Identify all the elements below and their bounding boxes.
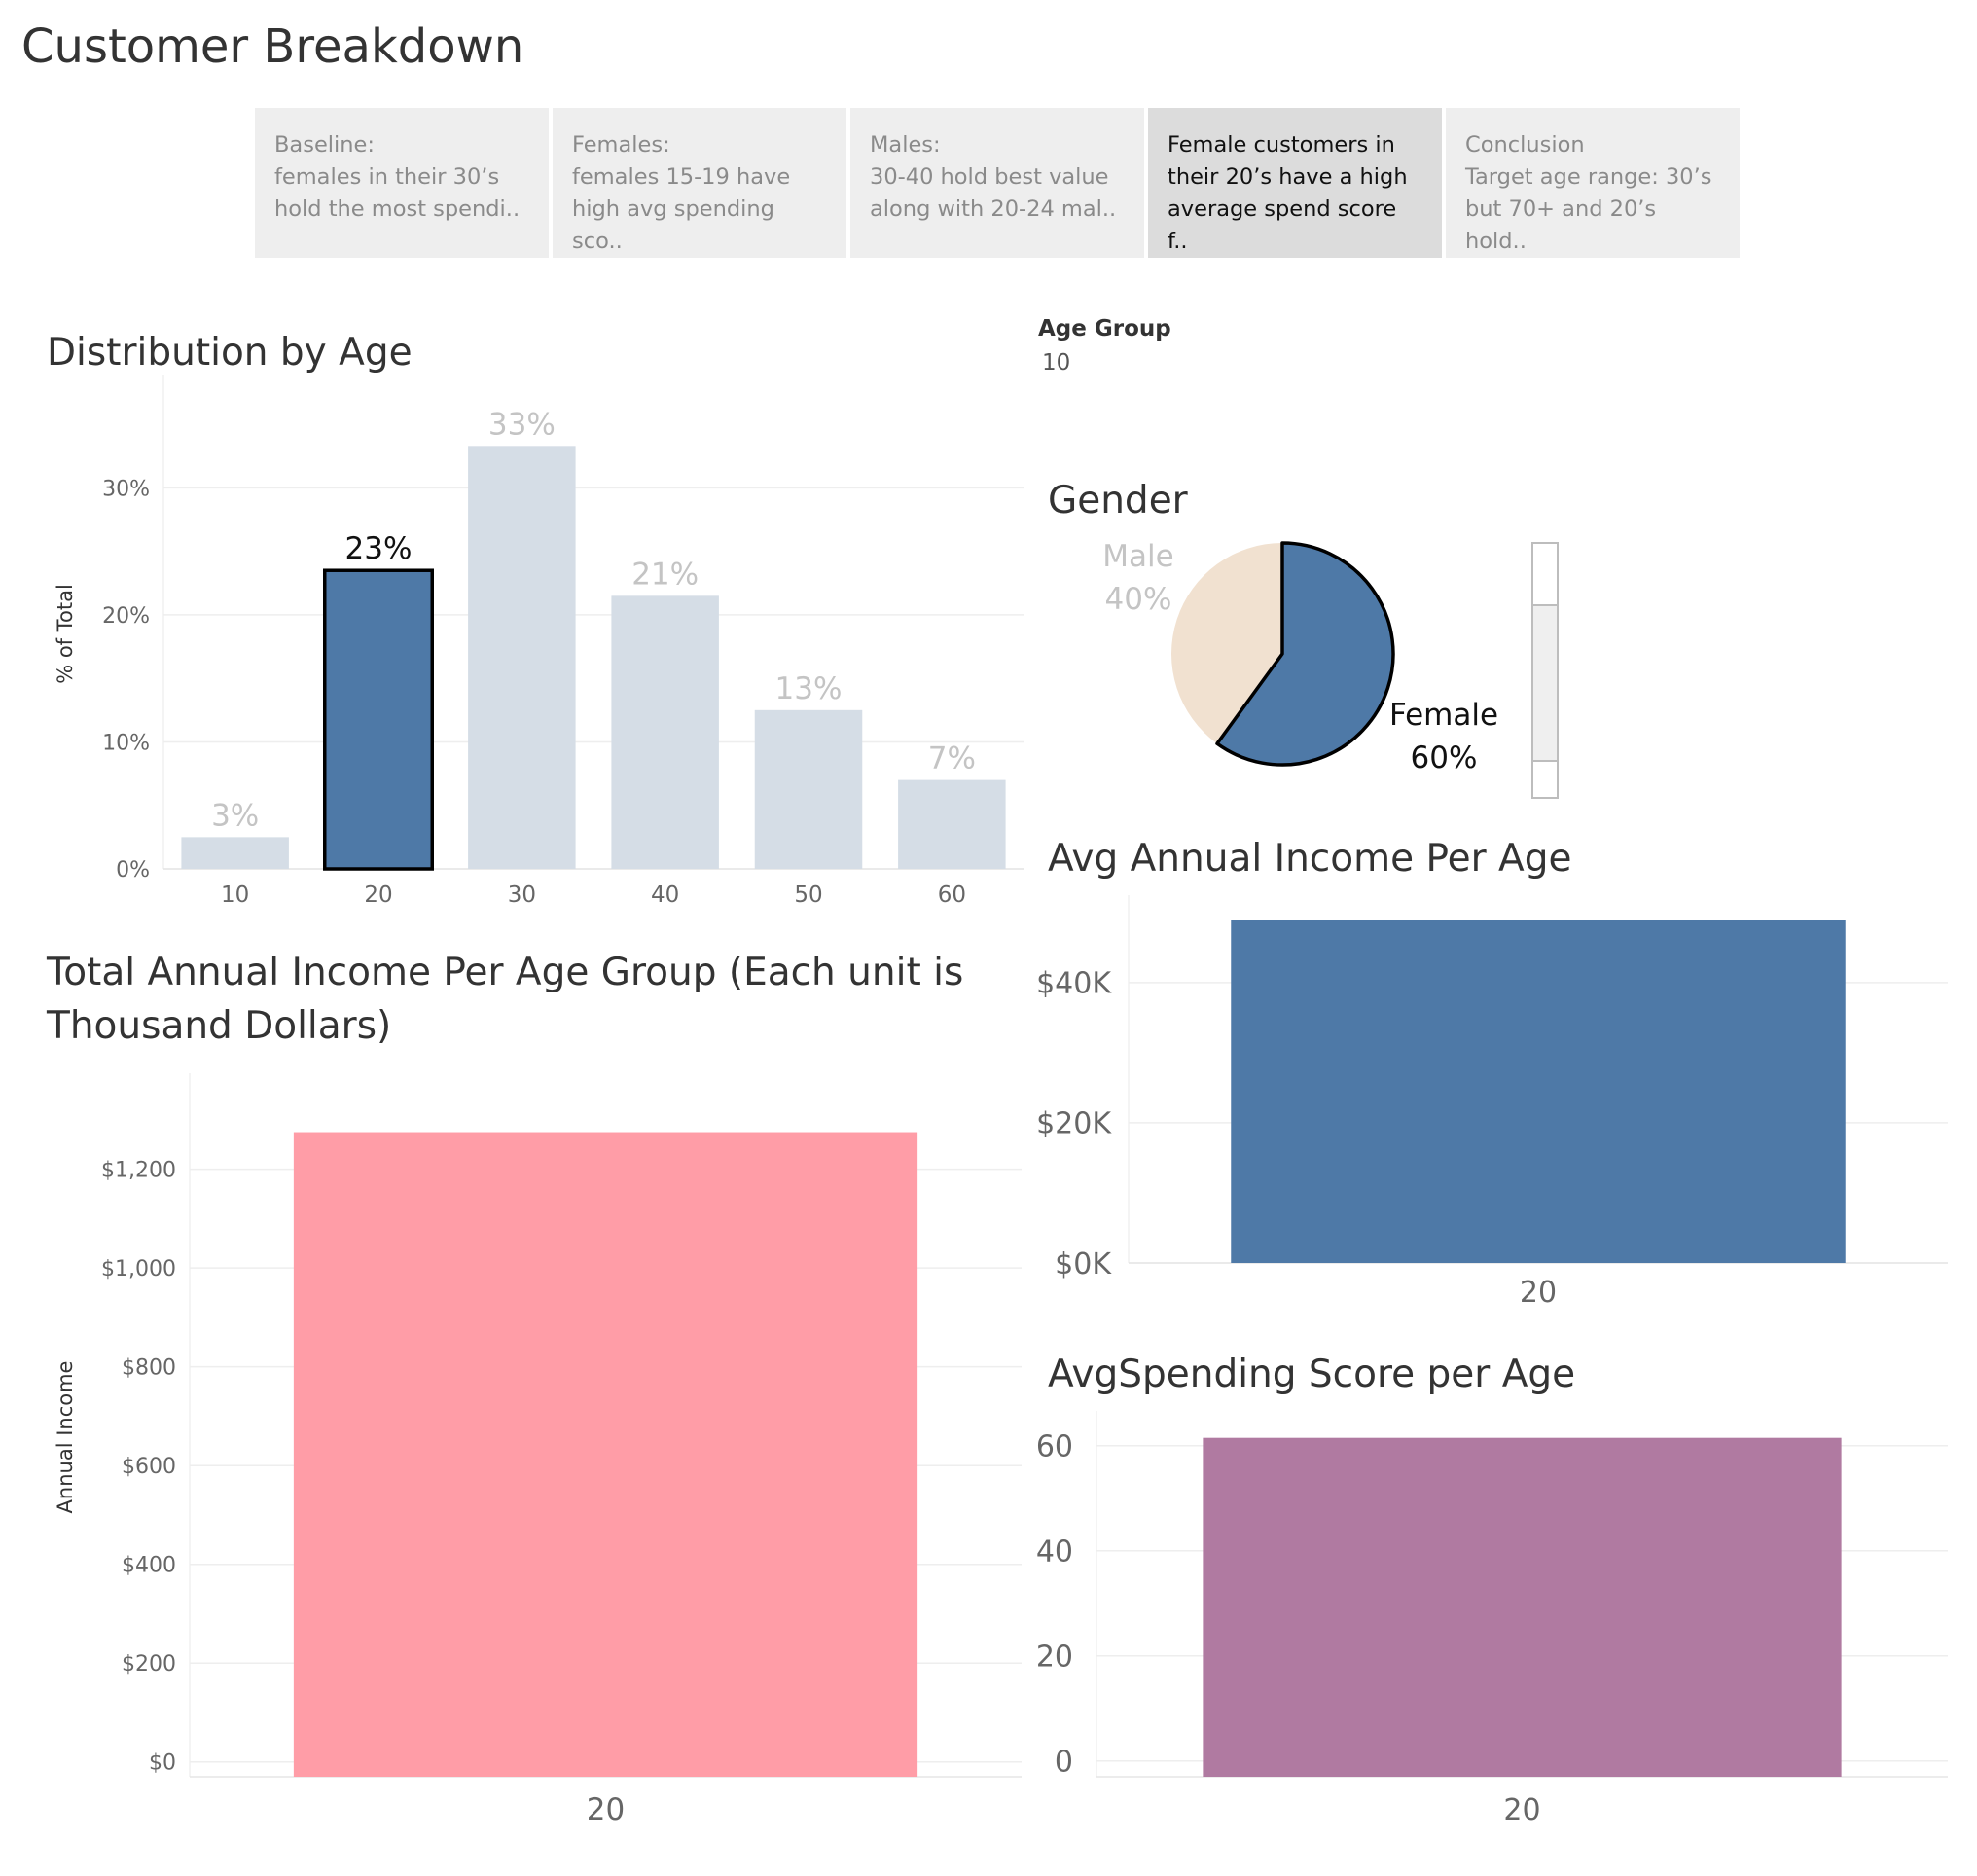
pie-label-male-value: 40% xyxy=(1105,582,1172,617)
distribution-chart: 0% 10% 20% 30% 3% 10 23% 20 33% 30 21% 40 13% 50 7% 60%… xyxy=(54,375,1024,908)
age-group-filter-value[interactable]: 10 xyxy=(1042,350,1071,376)
pie-slice-female[interactable] xyxy=(1215,541,1395,767)
pie-label-male-name: Male xyxy=(1102,539,1173,574)
x-tick-label-10: 10 xyxy=(221,883,249,908)
y-tick-label: $20K xyxy=(1036,1107,1112,1141)
data-label-30: 33% xyxy=(488,407,556,442)
y-tick-label: $40K xyxy=(1036,967,1112,1001)
y-tick-label: $1,200 xyxy=(101,1159,176,1183)
legend-scrollbar[interactable] xyxy=(1531,542,1559,799)
y-tick-label: 20% xyxy=(102,604,150,629)
x-tick-label-60: 60 xyxy=(938,883,966,908)
x-tick-label-40: 40 xyxy=(651,883,679,908)
pie-slice-male[interactable] xyxy=(1171,543,1282,744)
story-point-baseline[interactable]: Baseline: females in their 30’s hold the… xyxy=(255,108,549,258)
y-tick-label: 0 xyxy=(1055,1746,1073,1780)
pie-label-female-value: 60% xyxy=(1411,740,1478,776)
total-income-chart: $0 $200 $400 $600 $800 $1,000 $1,200 20 Annual I… xyxy=(54,1073,1022,1827)
bar-10[interactable] xyxy=(181,837,289,869)
y-axis-title: Annual Income xyxy=(54,1361,77,1514)
data-label-10: 3% xyxy=(211,798,259,833)
data-label-20: 23% xyxy=(345,531,413,566)
bar-50[interactable] xyxy=(754,709,863,869)
x-tick-label-20: 20 xyxy=(587,1792,625,1827)
y-tick-label: $400 xyxy=(122,1554,176,1578)
y-tick-label: 10% xyxy=(102,731,150,755)
y-tick-label: $800 xyxy=(122,1356,176,1381)
y-tick-label: 20 xyxy=(1036,1641,1073,1675)
gender-pie-chart: Male 40% Female 60% xyxy=(1102,539,1498,776)
gender-title: Gender xyxy=(1048,479,1188,523)
bar-20[interactable] xyxy=(1203,1437,1842,1777)
x-tick-label-50: 50 xyxy=(794,883,822,908)
legend-scroll-thumb[interactable] xyxy=(1533,604,1557,762)
y-tick-label: 60 xyxy=(1036,1430,1073,1464)
age-group-filter-label: Age Group xyxy=(1038,316,1171,342)
x-tick-label-20: 20 xyxy=(1520,1276,1557,1310)
data-label-40: 21% xyxy=(631,557,699,592)
story-point-females[interactable]: Females: females 15-19 have high avg spe… xyxy=(553,108,846,258)
y-tick-label: $0 xyxy=(149,1751,176,1776)
bar-30[interactable] xyxy=(468,446,576,869)
avg-spending-chart: 0 20 40 60 20 xyxy=(1036,1411,1948,1827)
bar-20[interactable] xyxy=(1231,920,1846,1263)
bar-20[interactable] xyxy=(293,1132,918,1777)
y-tick-label: $600 xyxy=(122,1455,176,1479)
x-tick-label-20: 20 xyxy=(364,883,392,908)
story-point-conclusion[interactable]: Conclusion Target age range: 30’s but 70… xyxy=(1446,108,1740,258)
story-point-female-20s[interactable]: Female customers in their 20’s have a hi… xyxy=(1148,108,1442,258)
page-title: Customer Breakdown xyxy=(21,19,524,74)
y-tick-label: $0K xyxy=(1055,1247,1112,1281)
y-axis-title: % of Total xyxy=(54,584,77,684)
distribution-title: Distribution by Age xyxy=(47,331,413,375)
data-label-60: 7% xyxy=(928,741,976,776)
avg-spending-title: AvgSpending Score per Age xyxy=(1048,1353,1576,1396)
y-tick-label: $200 xyxy=(122,1652,176,1677)
y-tick-label: 40 xyxy=(1036,1535,1073,1569)
avg-income-chart: $0K $20K $40K 20 xyxy=(1036,895,1948,1310)
bar-60[interactable] xyxy=(898,779,1006,869)
avg-income-title: Avg Annual Income Per Age xyxy=(1048,837,1572,881)
data-label-50: 13% xyxy=(775,671,843,706)
bar-20[interactable] xyxy=(323,568,434,871)
total-income-title: Total Annual Income Per Age Group (Each … xyxy=(47,951,964,1048)
story-point-males[interactable]: Males: 30-40 hold best value along with … xyxy=(850,108,1144,258)
x-tick-label-20: 20 xyxy=(1503,1793,1540,1827)
y-tick-label: 30% xyxy=(102,477,150,501)
pie-label-female-name: Female xyxy=(1389,698,1498,733)
x-tick-label-30: 30 xyxy=(508,883,536,908)
y-tick-label: $1,000 xyxy=(101,1257,176,1281)
y-tick-label: 0% xyxy=(116,858,150,883)
bar-40[interactable] xyxy=(611,595,719,869)
